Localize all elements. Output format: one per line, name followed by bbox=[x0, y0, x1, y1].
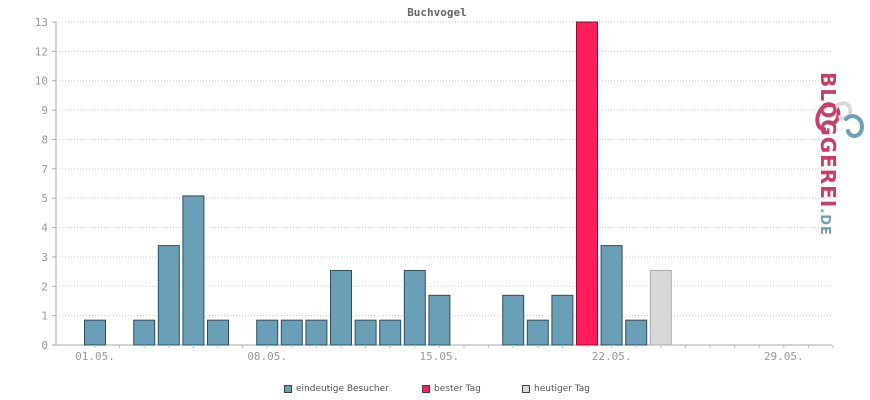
legend-item-visitors: eindeutige Besucher bbox=[284, 384, 389, 394]
x-tick-label: 01.05. bbox=[75, 350, 115, 363]
bar-bester-tag-21.05. bbox=[576, 21, 598, 346]
legend-label-visitors: eindeutige Besucher bbox=[296, 384, 389, 394]
legend-swatch-best-day bbox=[422, 385, 430, 393]
x-tick-label: 29.05. bbox=[764, 350, 804, 363]
x-axis: 01.05. 08.05. 15.05. 22.05. 29.05. bbox=[75, 345, 834, 363]
bar-eindeutige-besucher-01.05. bbox=[84, 319, 106, 346]
bar-eindeutige-besucher-18.05. bbox=[502, 294, 525, 346]
bar-eindeutige-besucher-08.05. bbox=[256, 319, 279, 346]
y-tick-label: 7 bbox=[41, 163, 48, 176]
y-tick-label: 9 bbox=[41, 104, 48, 117]
logo-text-main: BLOGGEREI bbox=[816, 72, 840, 209]
y-tick-label: 13 bbox=[35, 16, 48, 29]
y-tick-label: 10 bbox=[35, 75, 48, 88]
bar-eindeutige-besucher-20.05. bbox=[551, 294, 574, 346]
bar-eindeutige-besucher-22.05. bbox=[600, 245, 623, 346]
legend-label-best-day: bester Tag bbox=[434, 384, 481, 394]
bar-heutiger-tag-24.05. bbox=[649, 269, 672, 346]
y-tick-label: 2 bbox=[41, 280, 48, 293]
bar-eindeutige-besucher-10.05. bbox=[305, 319, 328, 346]
bars bbox=[84, 21, 672, 346]
x-tick-label: 22.05. bbox=[592, 350, 632, 363]
bloggerei-logo-icon bbox=[815, 101, 865, 138]
legend-item-best-day: bester Tag bbox=[422, 384, 481, 394]
y-tick-label: 12 bbox=[35, 45, 48, 58]
bar-eindeutige-besucher-11.05. bbox=[330, 269, 352, 346]
bar-eindeutige-besucher-09.05. bbox=[280, 319, 303, 346]
x-tick-label: 08.05. bbox=[247, 350, 287, 363]
bar-eindeutige-besucher-14.05. bbox=[403, 269, 426, 346]
bar-eindeutige-besucher-15.05. bbox=[428, 294, 451, 346]
y-tick-label: 0 bbox=[41, 339, 48, 352]
x-tick-label: 15.05. bbox=[420, 350, 460, 363]
logo-text-suffix: .DE bbox=[817, 208, 832, 236]
chart-title: Buchvogel bbox=[407, 6, 467, 19]
bar-eindeutige-besucher-04.05. bbox=[157, 245, 180, 346]
legend-item-today: heutiger Tag bbox=[522, 384, 590, 394]
y-tick-label: 1 bbox=[41, 310, 48, 323]
y-tick-label: 4 bbox=[41, 222, 48, 235]
legend-label-today: heutiger Tag bbox=[534, 384, 591, 394]
bar-eindeutige-besucher-06.05. bbox=[207, 319, 229, 346]
bar-eindeutige-besucher-12.05. bbox=[354, 319, 377, 346]
y-tick-label: 8 bbox=[41, 133, 48, 146]
bar-eindeutige-besucher-03.05. bbox=[133, 319, 156, 346]
y-tick-label: 3 bbox=[41, 251, 48, 264]
bar-eindeutige-besucher-13.05. bbox=[379, 319, 402, 346]
legend-swatch-visitors bbox=[284, 385, 292, 393]
bloggerei-logo-text: BLOGGEREI.DE bbox=[816, 72, 840, 236]
legend: eindeutige Besucher bester Tag heutiger … bbox=[0, 384, 870, 398]
bar-eindeutige-besucher-23.05. bbox=[625, 319, 648, 346]
y-tick-label: 5 bbox=[41, 192, 48, 205]
legend-swatch-today bbox=[522, 385, 530, 393]
bar-eindeutige-besucher-05.05. bbox=[182, 195, 205, 346]
bar-eindeutige-besucher-19.05. bbox=[526, 319, 549, 346]
